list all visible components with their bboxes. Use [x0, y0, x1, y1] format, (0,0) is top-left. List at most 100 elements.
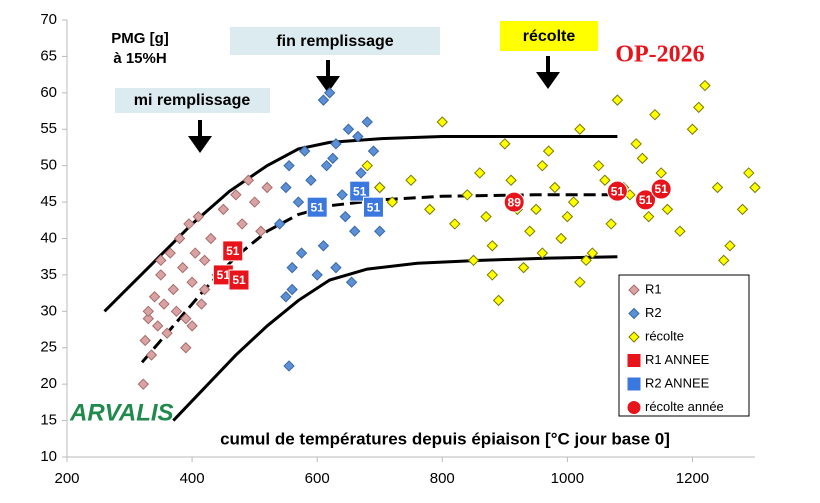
point: [367, 145, 380, 157]
annotation: OP-2026: [615, 42, 704, 68]
point-label: 51: [232, 273, 246, 287]
point: [386, 196, 398, 208]
point: [574, 276, 586, 288]
point: [327, 152, 339, 165]
y-tick-label: 60: [40, 84, 57, 101]
point: [693, 101, 705, 114]
point: [628, 331, 640, 343]
point: [330, 261, 342, 274]
point: [283, 159, 295, 172]
point: [626, 376, 642, 392]
point-label: 51: [226, 244, 240, 258]
legend-label: récolte: [645, 328, 684, 343]
point: [699, 79, 711, 92]
point: [626, 400, 642, 415]
y-tick-label: 50: [40, 157, 57, 174]
point: [186, 276, 198, 288]
point: [280, 291, 292, 303]
point: [630, 138, 642, 150]
point: [137, 378, 150, 390]
point: [555, 232, 567, 245]
point: [606, 180, 628, 202]
point: [142, 312, 155, 325]
point: [177, 261, 189, 274]
point: [635, 189, 657, 211]
point: [492, 294, 505, 307]
point: [467, 254, 480, 267]
point: [361, 159, 373, 172]
point: [592, 159, 605, 172]
legend-box: [618, 274, 750, 417]
annotation-box: [500, 21, 598, 51]
y-tick-label: 70: [40, 11, 57, 28]
x-tick-label: 400: [180, 470, 205, 487]
point: [155, 254, 167, 267]
point: [649, 108, 661, 121]
point: [155, 269, 167, 281]
point: [164, 247, 176, 259]
point: [261, 181, 273, 194]
point: [561, 210, 574, 223]
arrows: [188, 56, 560, 153]
point: [242, 174, 255, 186]
point: [628, 307, 640, 320]
point: [228, 269, 250, 291]
point: [151, 320, 164, 332]
y-tick-label: 35: [40, 266, 57, 283]
point: [323, 87, 336, 99]
point: [424, 203, 436, 216]
y-tick-label: 10: [40, 448, 57, 465]
point: [145, 349, 158, 361]
point: [530, 203, 542, 216]
x-tick-label: 1000: [551, 470, 584, 487]
point: [205, 232, 217, 245]
x-tick-label: 1200: [676, 470, 709, 487]
point: [736, 203, 749, 216]
point: [336, 189, 348, 201]
point: [642, 210, 655, 223]
point: [718, 254, 730, 267]
point: [173, 232, 186, 245]
point: [349, 225, 361, 237]
y-label: PMG [g]: [111, 30, 169, 47]
point: [295, 247, 308, 259]
point: [574, 123, 586, 135]
point: [286, 261, 298, 274]
point: [345, 276, 358, 288]
legend-label: R2 ANNEE: [645, 375, 710, 390]
y-tick-label: 55: [40, 120, 57, 137]
annotation-box: [230, 27, 440, 55]
point: [405, 174, 417, 186]
point: [306, 196, 328, 218]
point: [317, 240, 330, 252]
point: [286, 283, 298, 296]
legend-label: R1 ANNEE: [645, 352, 710, 367]
point: [192, 210, 205, 223]
point: [542, 145, 555, 157]
point: [170, 305, 183, 318]
point-label: 51: [353, 184, 367, 198]
point: [436, 116, 448, 128]
point: [283, 360, 295, 372]
point: [317, 94, 330, 106]
point: [230, 189, 242, 201]
point: [599, 174, 611, 186]
x-tick-label: 800: [430, 470, 455, 487]
point: [158, 298, 170, 310]
annotation-box: [115, 88, 270, 113]
point: [161, 327, 173, 339]
point: [186, 320, 198, 332]
point: [349, 180, 371, 202]
point: [167, 283, 180, 296]
point: [255, 225, 267, 237]
y-tick-label: 15: [40, 412, 57, 429]
point: [298, 145, 311, 157]
annotation: récolte: [523, 28, 576, 45]
point: [139, 334, 151, 347]
point: [517, 261, 530, 274]
point: [524, 225, 536, 237]
legend-label: récolte année: [645, 399, 724, 414]
point: [362, 196, 384, 218]
point: [342, 123, 355, 135]
point: [449, 218, 461, 230]
